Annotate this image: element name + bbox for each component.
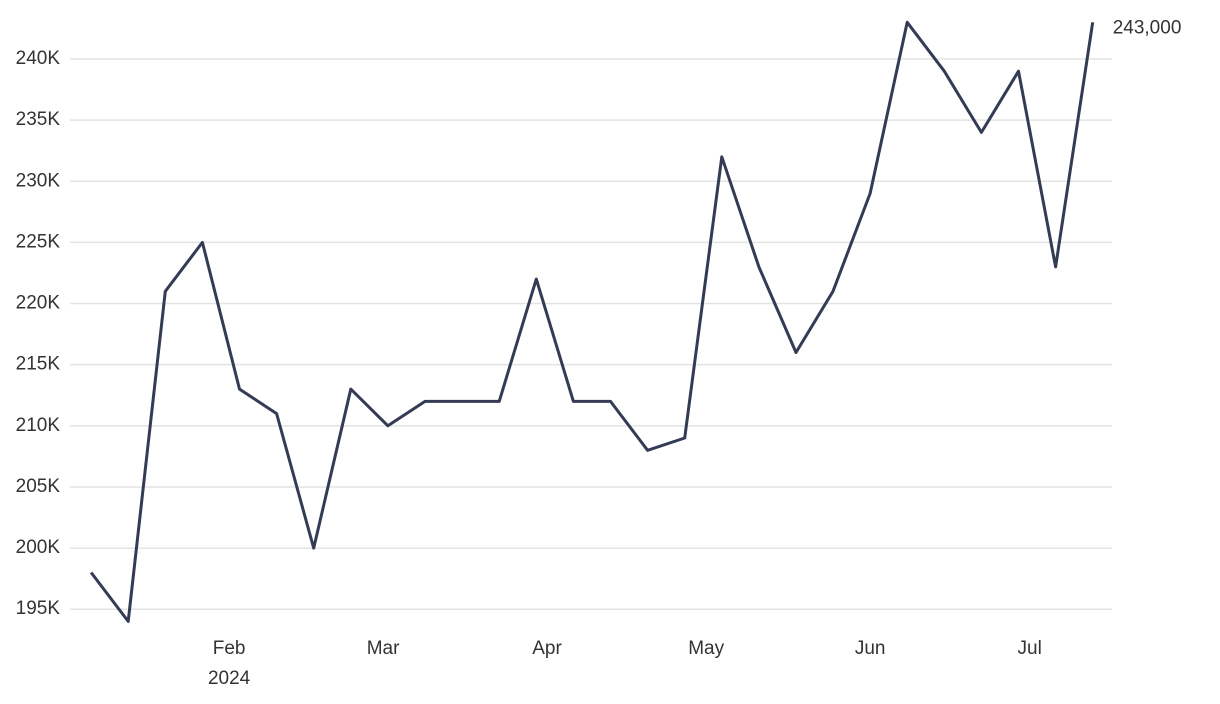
x-year-label: 2024 [208, 668, 251, 689]
y-tick-label: 225K [16, 231, 61, 252]
x-tick-label: Feb [213, 638, 246, 659]
line [89, 20, 1095, 623]
y-tick-label: 220K [16, 293, 61, 314]
y-tick-label: 230K [16, 170, 61, 191]
x-tick-label: Jun [855, 638, 886, 659]
x-tick-label: May [688, 638, 724, 659]
value-label: 243,000 [1113, 17, 1182, 38]
y-tick-label: 240K [16, 48, 61, 69]
y-tick-label: 195K [16, 598, 61, 619]
x-tick-label: Mar [367, 638, 400, 659]
x-tick-label: Apr [532, 638, 562, 659]
y-tick-label: 210K [16, 415, 61, 436]
y-tick-label: 200K [16, 537, 61, 558]
y-tick-label: 205K [16, 476, 61, 497]
x-tick-label: Jul [1018, 638, 1042, 659]
y-tick-label: 215K [16, 354, 61, 375]
y-tick-label: 235K [16, 109, 61, 130]
